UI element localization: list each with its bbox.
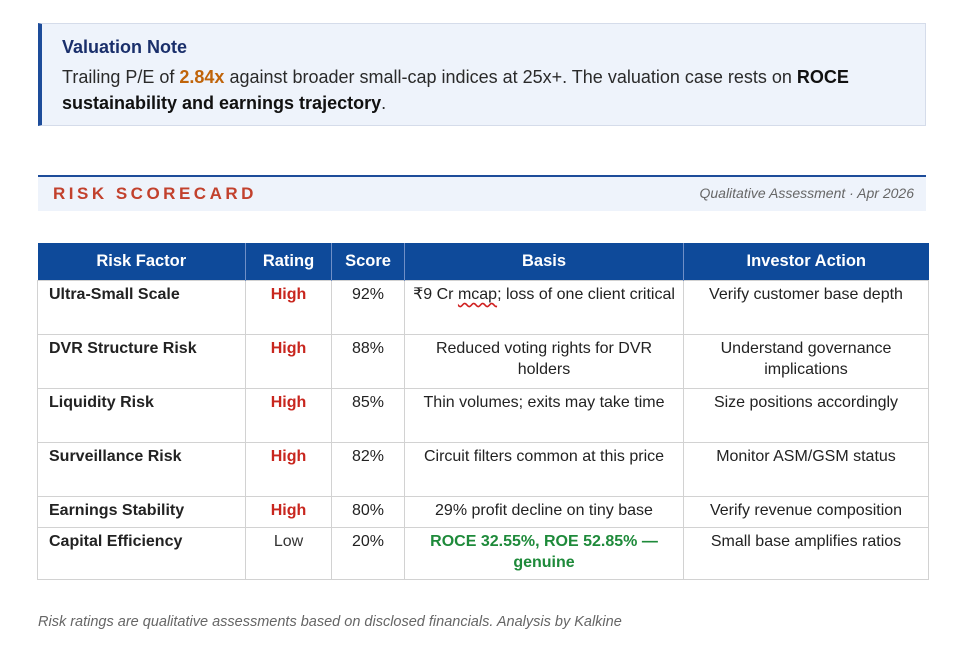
- table-row: DVR Structure Risk High 88% Reduced voti…: [37, 334, 929, 389]
- valuation-note: Valuation Note Trailing P/E of 2.84x aga…: [38, 23, 926, 126]
- action-cell: Understand governance implications: [683, 334, 929, 389]
- pe-value: 2.84x: [179, 67, 225, 87]
- risk-scorecard-header: RISK SCORECARD Qualitative Assessment · …: [38, 175, 926, 211]
- basis-cell: Circuit filters common at this price: [404, 442, 684, 497]
- scorecard-subtitle: Qualitative Assessment · Apr 2026: [699, 185, 914, 201]
- header-rating: Rating: [245, 243, 332, 281]
- table-row: Surveillance Risk High 82% Circuit filte…: [37, 442, 929, 497]
- note-text-middle: against broader small-cap indices at 25x…: [224, 67, 797, 87]
- basis-cell: ROCE 32.55%, ROE 52.85% — genuine: [404, 527, 684, 580]
- rating-cell: High: [245, 388, 332, 443]
- basis-text: ; loss of one client critical: [497, 286, 675, 303]
- header-risk-factor: Risk Factor: [37, 243, 246, 281]
- basis-cell: Reduced voting rights for DVR holders: [404, 334, 684, 389]
- score-cell: 85%: [331, 388, 405, 443]
- score-cell: 80%: [331, 496, 405, 528]
- basis-cell: ₹9 Cr mcap; loss of one client critical: [404, 280, 684, 335]
- valuation-note-title: Valuation Note: [62, 37, 188, 57]
- action-cell: Small base amplifies ratios: [683, 527, 929, 580]
- action-cell: Size positions accordingly: [683, 388, 929, 443]
- action-cell: Verify customer base depth: [683, 280, 929, 335]
- score-cell: 92%: [331, 280, 405, 335]
- risk-factor-cell: Ultra-Small Scale: [37, 280, 246, 335]
- valuation-note-body: Trailing P/E of 2.84x against broader sm…: [62, 64, 922, 116]
- scorecard-title: RISK SCORECARD: [53, 184, 257, 203]
- basis-cell: Thin volumes; exits may take time: [404, 388, 684, 443]
- risk-factor-cell: Capital Efficiency: [37, 527, 246, 580]
- header-investor-action: Investor Action: [683, 243, 929, 281]
- note-text-before: Trailing P/E of: [62, 67, 180, 87]
- table-row: Ultra-Small Scale High 92% ₹9 Cr mcap; l…: [37, 280, 929, 335]
- rating-cell: High: [245, 496, 332, 528]
- spellcheck-marked-word: mcap: [457, 286, 498, 303]
- action-cell: Verify revenue composition: [683, 496, 929, 528]
- score-cell: 82%: [331, 442, 405, 497]
- rating-cell: Low: [245, 527, 332, 580]
- rating-cell: High: [245, 442, 332, 497]
- score-cell: 20%: [331, 527, 405, 580]
- risk-factor-cell: Liquidity Risk: [37, 388, 246, 443]
- table-header-row: Risk Factor Rating Score Basis Investor …: [37, 243, 929, 281]
- risk-factor-cell: Surveillance Risk: [37, 442, 246, 497]
- table-row: Earnings Stability High 80% 29% profit d…: [37, 496, 929, 528]
- basis-cell: 29% profit decline on tiny base: [404, 496, 684, 528]
- risk-factor-cell: Earnings Stability: [37, 496, 246, 528]
- header-basis: Basis: [404, 243, 684, 281]
- risk-factor-cell: DVR Structure Risk: [37, 334, 246, 389]
- rating-cell: High: [245, 334, 332, 389]
- footer-disclaimer: Risk ratings are qualitative assessments…: [38, 614, 622, 630]
- action-cell: Monitor ASM/GSM status: [683, 442, 929, 497]
- basis-text: ₹9 Cr: [413, 286, 458, 303]
- note-text-end: .: [381, 93, 387, 113]
- rating-cell: High: [245, 280, 332, 335]
- score-cell: 88%: [331, 334, 405, 389]
- header-score: Score: [331, 243, 405, 281]
- table-row: Capital Efficiency Low 20% ROCE 32.55%, …: [37, 527, 929, 580]
- note-emphasis: ROCE sustainability and earnings traject…: [62, 67, 849, 113]
- risk-table: Risk Factor Rating Score Basis Investor …: [37, 243, 929, 580]
- table-row: Liquidity Risk High 85% Thin volumes; ex…: [37, 388, 929, 443]
